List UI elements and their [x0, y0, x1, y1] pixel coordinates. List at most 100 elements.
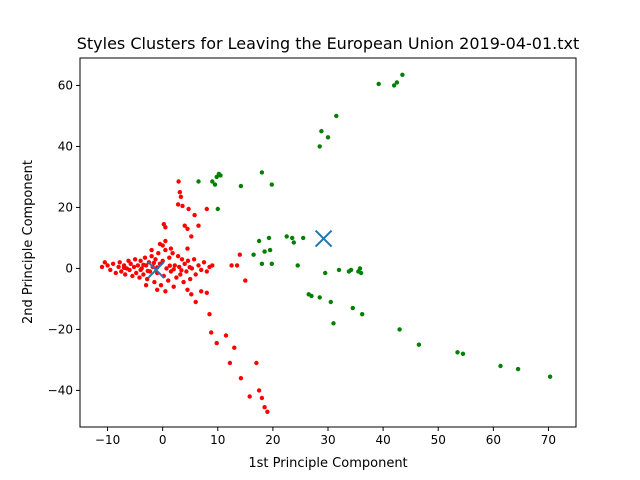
data-point-cluster-1 — [110, 261, 116, 266]
data-point-cluster-1 — [167, 255, 172, 260]
data-point-cluster-1 — [174, 275, 179, 280]
data-point-cluster-2 — [360, 312, 365, 317]
data-point-cluster-1 — [227, 360, 233, 366]
data-point-cluster-1 — [128, 261, 133, 266]
y-tick-label: −20 — [48, 322, 73, 336]
data-point-cluster-1 — [145, 268, 150, 274]
data-point-cluster-1 — [163, 247, 168, 253]
data-point-cluster-1 — [188, 276, 193, 282]
data-point-cluster-1 — [254, 360, 259, 366]
data-point-cluster-2 — [266, 235, 272, 241]
data-point-cluster-1 — [182, 223, 187, 228]
data-point-cluster-2 — [394, 80, 400, 85]
data-point-cluster-1 — [99, 264, 105, 270]
data-point-cluster-1 — [214, 340, 219, 346]
data-point-cluster-1 — [229, 263, 234, 268]
y-tick-label: 0 — [65, 261, 73, 275]
data-point-cluster-1 — [204, 206, 209, 212]
data-point-cluster-1 — [193, 272, 198, 277]
y-tick-label: 40 — [58, 139, 73, 153]
data-point-cluster-1 — [137, 275, 142, 280]
data-point-cluster-2 — [269, 182, 274, 187]
data-point-cluster-2 — [317, 295, 322, 300]
data-point-cluster-2 — [259, 170, 265, 175]
data-point-cluster-1 — [259, 395, 265, 401]
data-point-cluster-1 — [209, 330, 214, 335]
data-point-cluster-1 — [170, 251, 175, 256]
data-point-cluster-1 — [179, 257, 185, 262]
centroid-markers — [147, 229, 333, 279]
data-point-cluster-2 — [325, 135, 331, 140]
data-point-cluster-1 — [151, 260, 156, 266]
data-point-cluster-1 — [175, 202, 181, 207]
data-point-cluster-2 — [309, 293, 314, 299]
data-point-cluster-2 — [196, 179, 201, 184]
data-point-cluster-1 — [178, 272, 183, 277]
data-point-cluster-1 — [168, 246, 174, 251]
x-tick-label: 40 — [375, 433, 390, 447]
data-point-cluster-1 — [210, 263, 215, 268]
data-point-cluster-1 — [167, 263, 172, 268]
data-point-cluster-2 — [498, 363, 503, 369]
x-axis-label: 1st Principle Component — [248, 456, 407, 471]
data-point-cluster-2 — [291, 240, 296, 245]
data-point-cluster-1 — [127, 267, 132, 273]
data-point-cluster-2 — [262, 249, 267, 254]
data-point-cluster-1 — [186, 206, 191, 212]
data-point-cluster-2 — [317, 144, 322, 149]
data-point-cluster-2 — [259, 261, 265, 266]
data-point-cluster-2 — [218, 173, 223, 178]
data-point-cluster-1 — [143, 283, 149, 288]
data-point-cluster-1 — [108, 267, 113, 273]
x-tick-label: 30 — [320, 433, 335, 447]
data-point-cluster-1 — [164, 266, 169, 271]
data-point-cluster-2 — [455, 350, 460, 355]
data-point-cluster-2 — [350, 305, 355, 311]
data-point-cluster-2 — [295, 263, 300, 268]
y-axis-label: 2nd Principle Component — [21, 160, 36, 324]
data-point-cluster-1 — [176, 179, 181, 184]
data-point-cluster-1 — [185, 246, 190, 251]
data-point-cluster-1 — [138, 258, 143, 263]
data-point-cluster-2 — [547, 374, 553, 379]
data-point-cluster-1 — [178, 194, 184, 199]
data-point-cluster-1 — [181, 279, 186, 285]
data-point-cluster-1 — [237, 252, 242, 257]
data-point-cluster-1 — [152, 279, 157, 285]
data-point-cluster-1 — [187, 265, 192, 270]
data-point-cluster-1 — [117, 260, 122, 265]
x-axis: −10 0 10 20 30 40 50 60 70 — [95, 427, 556, 447]
data-point-cluster-2 — [416, 342, 422, 347]
data-point-cluster-1 — [163, 225, 168, 230]
data-point-cluster-1 — [189, 234, 194, 239]
data-point-cluster-1 — [232, 345, 237, 350]
data-point-cluster-2 — [210, 179, 215, 184]
x-tick-label: 60 — [486, 433, 501, 447]
data-point-cluster-2 — [357, 266, 363, 271]
data-point-cluster-2 — [269, 261, 274, 266]
centroid-marker-1 — [147, 261, 165, 279]
data-point-cluster-2 — [328, 299, 333, 305]
data-point-cluster-2 — [267, 247, 273, 253]
data-point-cluster-1 — [102, 260, 108, 265]
centroid-marker-2 — [314, 229, 333, 248]
data-point-cluster-1 — [196, 223, 201, 228]
data-point-cluster-1 — [116, 264, 121, 270]
data-point-cluster-2 — [301, 235, 306, 241]
data-point-cluster-2 — [290, 235, 295, 241]
data-point-cluster-2 — [334, 113, 339, 119]
x-tick-label: 50 — [431, 433, 446, 447]
data-point-cluster-1 — [121, 265, 127, 270]
data-point-cluster-1 — [132, 257, 138, 262]
data-point-cluster-1 — [153, 257, 158, 262]
data-point-cluster-1 — [131, 264, 137, 270]
data-point-cluster-1 — [185, 226, 190, 231]
data-point-cluster-2 — [319, 129, 324, 134]
y-tick-label: 60 — [58, 78, 73, 92]
chart-title: Styles Clusters for Leaving the European… — [77, 34, 580, 53]
data-point-cluster-1 — [201, 260, 207, 265]
data-point-cluster-1 — [166, 278, 171, 283]
data-point-cluster-2 — [358, 270, 364, 276]
data-point-cluster-2 — [397, 327, 402, 332]
